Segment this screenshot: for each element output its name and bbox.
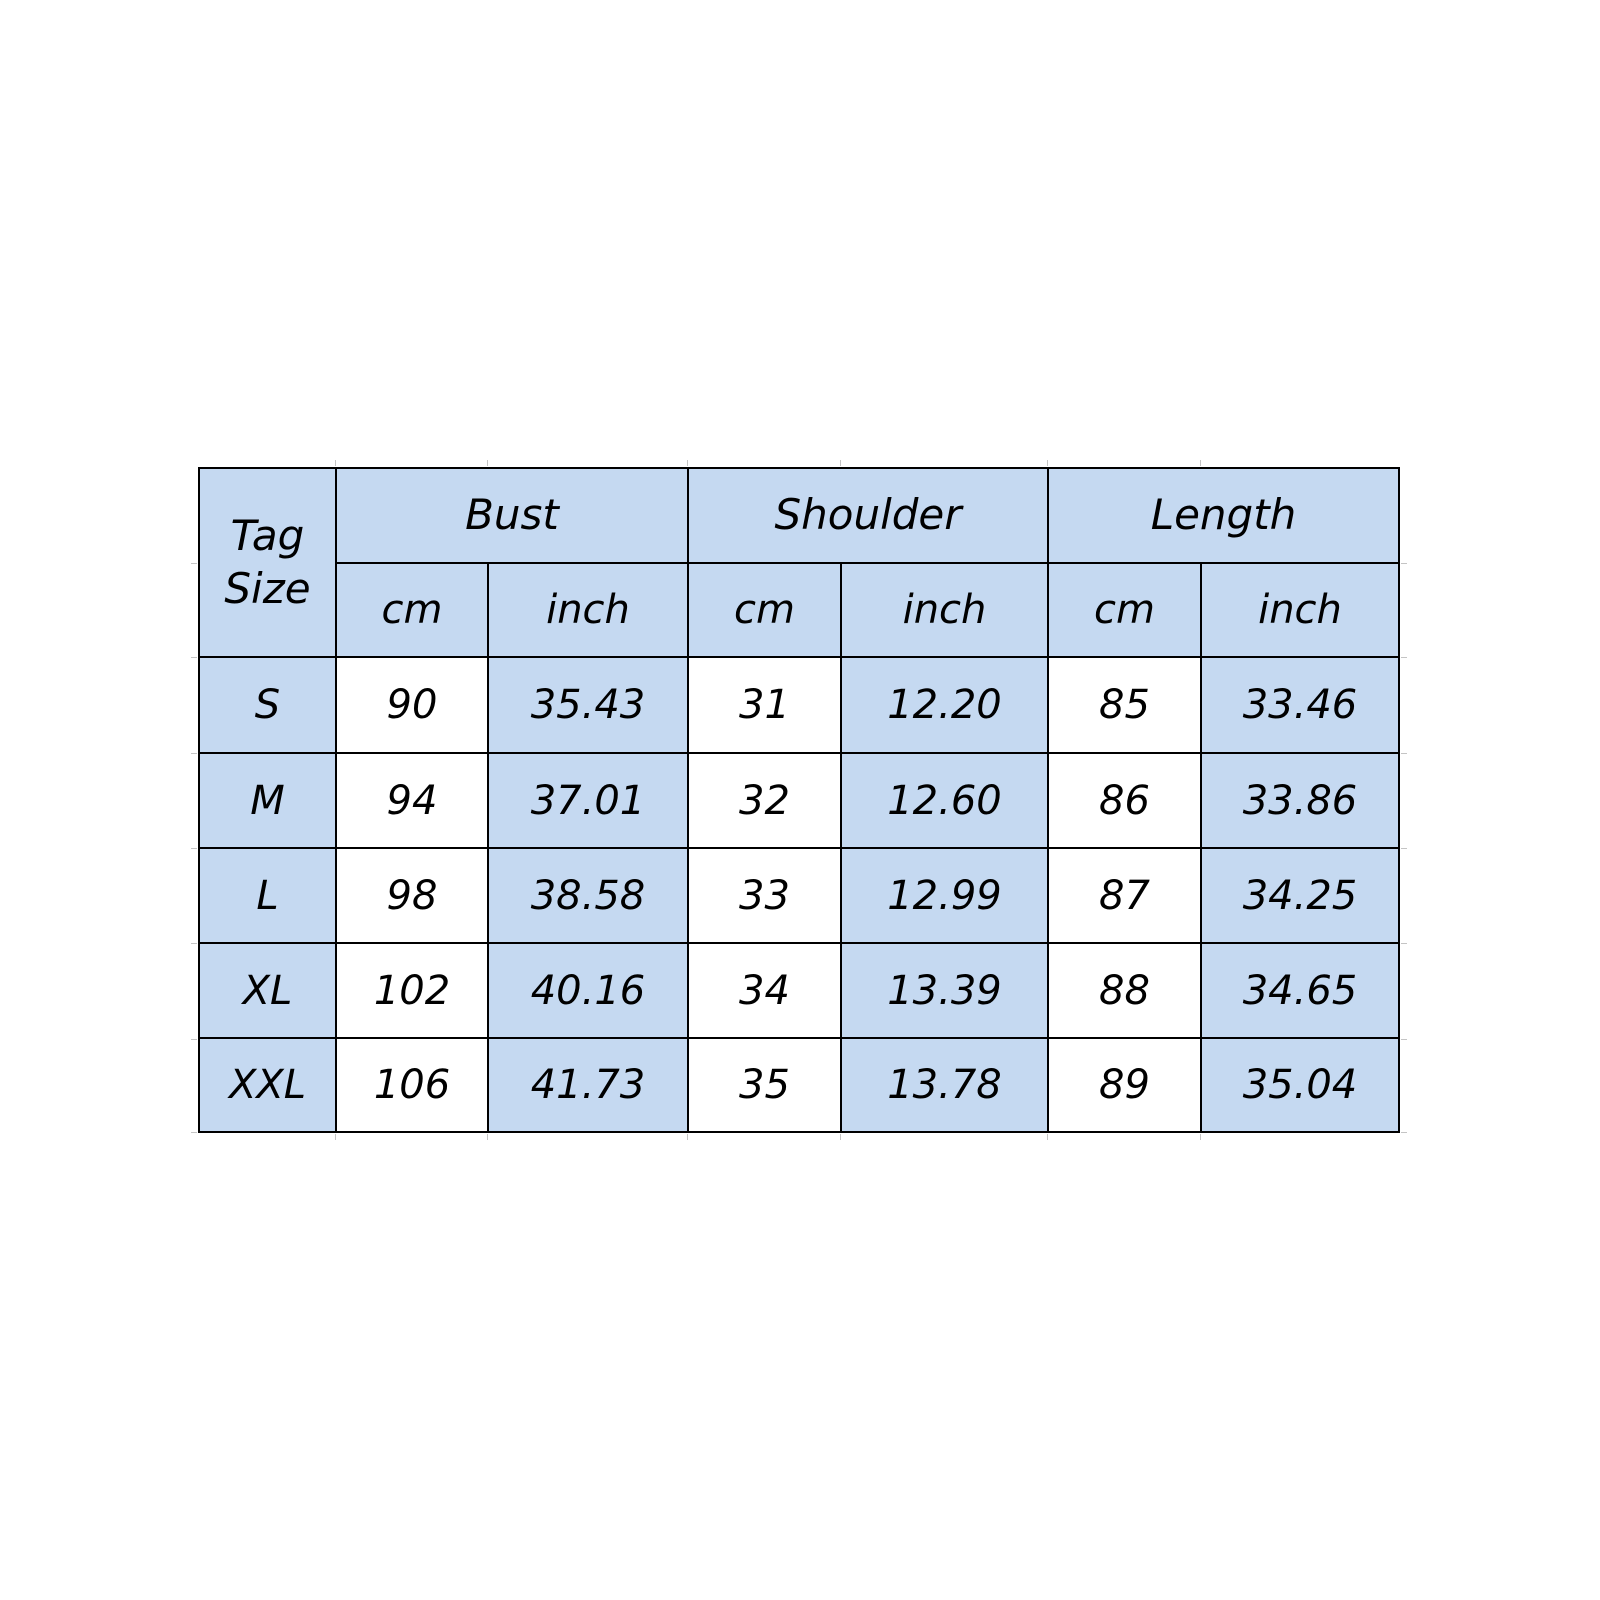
row-s-bust-inch: 35.43	[489, 658, 689, 754]
gridline-stub	[840, 460, 841, 466]
row-xl-shoulder-cm: 34	[689, 944, 842, 1039]
corner-header-tag-size: Tag Size	[200, 469, 337, 658]
gridline-stub	[1401, 848, 1407, 849]
gridline-stub	[191, 1039, 197, 1040]
row-s-size-label: S	[200, 658, 337, 754]
gridline-stub	[191, 563, 197, 564]
row-xl-shoulder-inch: 13.39	[842, 944, 1049, 1039]
column-group-bust: Bust	[337, 469, 689, 564]
row-xl-length-inch: 34.65	[1202, 944, 1398, 1039]
gridline-stub	[191, 657, 197, 658]
unit-header-length-inch: inch	[1202, 564, 1398, 658]
row-l-length-cm: 87	[1049, 849, 1202, 944]
gridline-stub	[487, 460, 488, 466]
row-xl-bust-cm: 102	[337, 944, 489, 1039]
gridline-stub	[1401, 563, 1407, 564]
row-xl-bust-inch: 40.16	[489, 944, 689, 1039]
gridline-stub	[1047, 460, 1048, 466]
gridline-stub	[1401, 657, 1407, 658]
row-xl-length-cm: 88	[1049, 944, 1202, 1039]
gridline-stub	[840, 1134, 841, 1140]
size-chart-table: Tag Size Bust Shoulder Length cm inch cm…	[198, 467, 1400, 1133]
unit-header-shoulder-inch: inch	[842, 564, 1049, 658]
row-l-length-inch: 34.25	[1202, 849, 1398, 944]
row-m-shoulder-cm: 32	[689, 754, 842, 849]
row-xxl-bust-inch: 41.73	[489, 1039, 689, 1131]
gridline-stub	[1047, 1134, 1048, 1140]
row-m-size-label: M	[200, 754, 337, 849]
row-m-length-inch: 33.86	[1202, 754, 1398, 849]
gridline-stub	[1401, 943, 1407, 944]
column-group-length: Length	[1049, 469, 1398, 564]
gridline-stub	[687, 1134, 688, 1140]
row-m-bust-cm: 94	[337, 754, 489, 849]
row-l-size-label: L	[200, 849, 337, 944]
row-l-shoulder-cm: 33	[689, 849, 842, 944]
gridline-stub	[191, 848, 197, 849]
row-s-shoulder-cm: 31	[689, 658, 842, 754]
gridline-stub	[335, 460, 336, 466]
unit-header-length-cm: cm	[1049, 564, 1202, 658]
row-xl-size-label: XL	[200, 944, 337, 1039]
row-m-length-cm: 86	[1049, 754, 1202, 849]
gridline-stub	[1200, 460, 1201, 466]
row-xxl-bust-cm: 106	[337, 1039, 489, 1131]
row-xxl-length-cm: 89	[1049, 1039, 1202, 1131]
gridline-stub	[1401, 1132, 1407, 1133]
row-s-bust-cm: 90	[337, 658, 489, 754]
unit-header-bust-cm: cm	[337, 564, 489, 658]
gridline-stub	[687, 460, 688, 466]
row-s-length-cm: 85	[1049, 658, 1202, 754]
unit-header-shoulder-cm: cm	[689, 564, 842, 658]
row-s-shoulder-inch: 12.20	[842, 658, 1049, 754]
gridline-stub	[487, 1134, 488, 1140]
row-m-shoulder-inch: 12.60	[842, 754, 1049, 849]
gridline-stub	[1401, 1039, 1407, 1040]
gridline-stub	[191, 1132, 197, 1133]
gridline-stub	[191, 943, 197, 944]
row-xxl-shoulder-cm: 35	[689, 1039, 842, 1131]
gridline-stub	[335, 1134, 336, 1140]
gridline-stub	[1401, 753, 1407, 754]
corner-header-line1: Tag	[230, 511, 305, 560]
row-s-length-inch: 33.46	[1202, 658, 1398, 754]
column-group-shoulder: Shoulder	[689, 469, 1049, 564]
row-xxl-size-label: XXL	[200, 1039, 337, 1131]
unit-header-bust-inch: inch	[489, 564, 689, 658]
row-xxl-length-inch: 35.04	[1202, 1039, 1398, 1131]
row-xxl-shoulder-inch: 13.78	[842, 1039, 1049, 1131]
row-l-bust-inch: 38.58	[489, 849, 689, 944]
row-m-bust-inch: 37.01	[489, 754, 689, 849]
gridline-stub	[191, 753, 197, 754]
row-l-shoulder-inch: 12.99	[842, 849, 1049, 944]
gridline-stub	[1200, 1134, 1201, 1140]
corner-header-line2: Size	[224, 563, 311, 613]
row-l-bust-cm: 98	[337, 849, 489, 944]
